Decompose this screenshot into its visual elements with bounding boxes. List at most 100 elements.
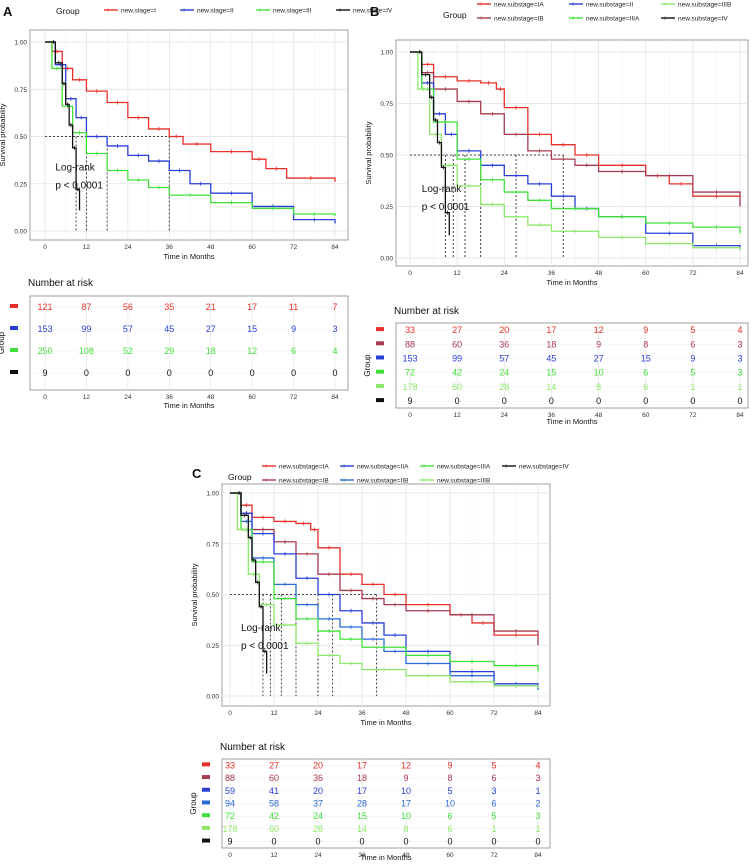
risk-x-tick: 0 [408, 412, 412, 419]
censor-mark [620, 169, 625, 174]
risk-cell: 12 [247, 346, 257, 356]
x-tick-label: 60 [446, 710, 454, 717]
risk-row-swatch [202, 838, 210, 843]
legend: Group + new.substage=IA + new.substage=II + ne… [443, 2, 731, 23]
x-tick-label: 0 [228, 710, 232, 717]
risk-cell: 12 [401, 760, 411, 770]
risk-cell: 42 [269, 811, 279, 821]
risk-cell: 36 [313, 773, 323, 783]
risk-cell: 58 [269, 798, 279, 808]
risk-x-tick: 24 [124, 394, 132, 401]
risk-cell: 0 [291, 368, 296, 378]
risk-x-tick: 36 [548, 412, 556, 419]
legend-label: new.substage=IIA [357, 464, 409, 471]
x-tick-label: 84 [331, 244, 339, 251]
censor-mark [257, 157, 262, 162]
risk-cell: 121 [37, 302, 52, 312]
x-tick-label: 24 [501, 270, 509, 277]
logrank-label: Log-rank [422, 184, 462, 195]
censor-mark [466, 183, 471, 188]
y-tick-label: 0.75 [380, 101, 393, 108]
risk-cell: 17 [247, 302, 257, 312]
risk-row-swatch [376, 327, 384, 332]
censor-mark [55, 66, 60, 71]
y-tick-label: 0.50 [206, 592, 219, 599]
censor-mark [470, 679, 474, 684]
censor-mark [94, 134, 99, 139]
censor-mark [136, 115, 141, 120]
legend-swatch-cross: + [264, 478, 268, 485]
risk-cell: 10 [401, 786, 411, 796]
censor-mark [94, 151, 99, 156]
y-tick-label: 0.25 [206, 643, 219, 650]
risk-row-swatch [202, 775, 210, 780]
risk-cell: 1 [737, 382, 742, 392]
risk-cell: 178 [402, 382, 417, 392]
risk-cell: 3 [737, 354, 742, 364]
risk-table-area [29, 295, 349, 391]
risk-row-swatch [10, 348, 18, 352]
legend-label: new.substage=IIB [357, 478, 409, 485]
risk-cell: 57 [499, 354, 509, 364]
legend-swatch-cross: + [571, 16, 575, 23]
censor-mark [327, 629, 331, 634]
risk-cell: 6 [643, 368, 648, 378]
risk-x-tick: 12 [454, 412, 462, 419]
x-tick-label: 36 [166, 244, 174, 251]
x-tick-label: 24 [314, 710, 322, 717]
censor-mark [261, 527, 265, 532]
censor-mark [382, 645, 386, 650]
risk-x-tick: 84 [534, 852, 542, 859]
risk-cell: 20 [313, 760, 323, 770]
censor-mark [466, 78, 471, 83]
risk-cell: 5 [491, 760, 496, 770]
censor-mark [349, 624, 353, 629]
censor-mark [514, 683, 518, 688]
risk-cell: 9 [596, 339, 601, 349]
risk-cell: 108 [79, 346, 94, 356]
x-tick-label: 72 [290, 244, 298, 251]
risk-x-label: Time in Months [547, 417, 598, 426]
risk-cell: 0 [271, 837, 276, 847]
censor-mark [327, 616, 331, 621]
censor-mark [470, 673, 474, 678]
censor-mark [470, 659, 474, 664]
y-axis-label: Survival probability [0, 103, 7, 166]
censor-mark [437, 140, 442, 145]
risk-cell: 18 [546, 339, 556, 349]
censor-mark [115, 143, 120, 148]
censor-mark [490, 163, 495, 168]
censor-mark [667, 231, 672, 236]
censor-mark [514, 663, 518, 668]
risk-cell: 0 [447, 837, 452, 847]
risk-cell: 1 [690, 382, 695, 392]
risk-cell: 0 [455, 396, 460, 406]
risk-cell: 0 [250, 368, 255, 378]
risk-x-tick: 84 [736, 412, 744, 419]
legend-label: new.substage=II [586, 2, 633, 9]
risk-cell: 45 [164, 324, 174, 334]
censor-mark [584, 163, 589, 168]
censor-mark [561, 142, 566, 147]
risk-cell: 28 [357, 798, 367, 808]
censor-mark [261, 555, 265, 560]
y-tick-label: 0.00 [380, 256, 393, 263]
censor-mark [283, 519, 287, 524]
y-tick-label: 1.00 [380, 50, 393, 57]
risk-cell: 178 [222, 824, 237, 834]
risk-y-label: Group [0, 331, 6, 354]
x-tick-label: 12 [270, 710, 278, 717]
risk-cell: 0 [491, 837, 496, 847]
censor-mark [514, 190, 519, 195]
risk-cell: 0 [167, 368, 172, 378]
x-axis-label: Time in Months [547, 278, 598, 287]
survival-curve [410, 51, 741, 250]
risk-cell: 15 [357, 811, 367, 821]
risk-cell: 18 [206, 346, 216, 356]
risk-cell: 60 [452, 339, 462, 349]
censor-mark [305, 616, 309, 621]
censor-mark [714, 194, 719, 199]
x-tick-label: 48 [207, 244, 215, 251]
censor-mark [261, 531, 265, 536]
censor-mark [426, 653, 430, 658]
